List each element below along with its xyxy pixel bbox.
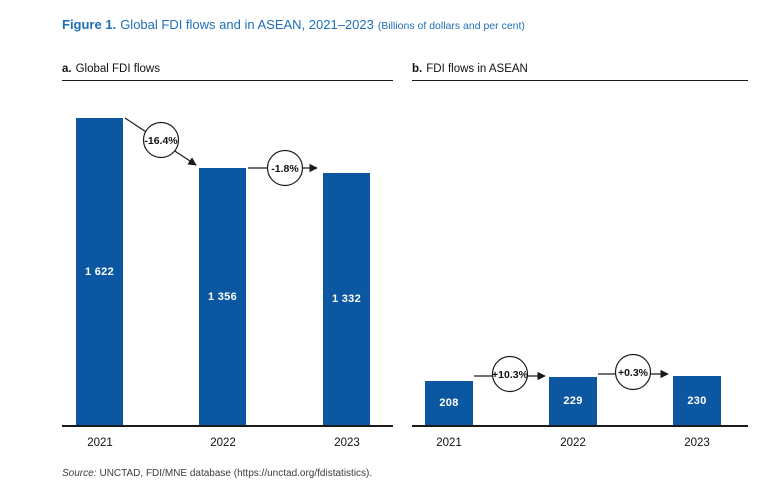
figure-title: Figure 1. Global FDI flows and in ASEAN, …	[62, 17, 762, 32]
bar-asean-2023: 230	[673, 376, 721, 425]
panel-b-title: FDI flows in ASEAN	[426, 63, 528, 75]
x-tick-label: 2023	[334, 437, 360, 449]
source-prefix: Source:	[62, 468, 97, 479]
bar-value-label: 1 622	[84, 265, 115, 278]
panel-a-title: Global FDI flows	[75, 63, 160, 75]
x-tick-label: 2022	[560, 437, 586, 449]
panel-a-label: a.	[62, 63, 72, 75]
figure-unit-note: (Billions of dollars and per cent)	[377, 20, 525, 32]
bar-value-label: 1 356	[207, 290, 238, 303]
panel-b-header: b. FDI flows in ASEAN	[412, 63, 748, 81]
bar-asean-2022: 229	[549, 376, 597, 425]
bar-value-label: 229	[563, 394, 583, 407]
figure-number-label: Figure 1.	[62, 17, 117, 32]
bar-global-2022: 1 356	[199, 168, 246, 425]
source-text: UNCTAD, FDI/MNE database (https://unctad…	[99, 468, 373, 479]
figure-title-text: Global FDI flows and in ASEAN, 2021–2023	[120, 17, 374, 32]
x-tick-label: 2023	[684, 437, 710, 449]
x-tick-label: 2022	[210, 437, 236, 449]
x-tick-label: 2021	[87, 437, 113, 449]
bar-global-2023: 1 332	[323, 172, 370, 425]
panel-b-label: b.	[412, 63, 423, 75]
bar-global-2021: 1 622	[76, 118, 123, 425]
plot-asean-fdi: 208 229 230 2021 2022 2023	[412, 90, 748, 449]
source-note: Source: UNCTAD, FDI/MNE database (https:/…	[62, 468, 372, 479]
x-tick-label: 2021	[436, 437, 462, 449]
bar-value-label: 1 332	[331, 292, 362, 305]
bar-value-label: 230	[687, 394, 707, 407]
panel-a-header: a. Global FDI flows	[62, 63, 393, 81]
bar-value-label: 208	[439, 397, 459, 409]
plot-global-fdi: 1 622 1 356 1 332 2021 2022 2023	[62, 90, 393, 449]
bar-asean-2021: 208	[425, 381, 473, 425]
